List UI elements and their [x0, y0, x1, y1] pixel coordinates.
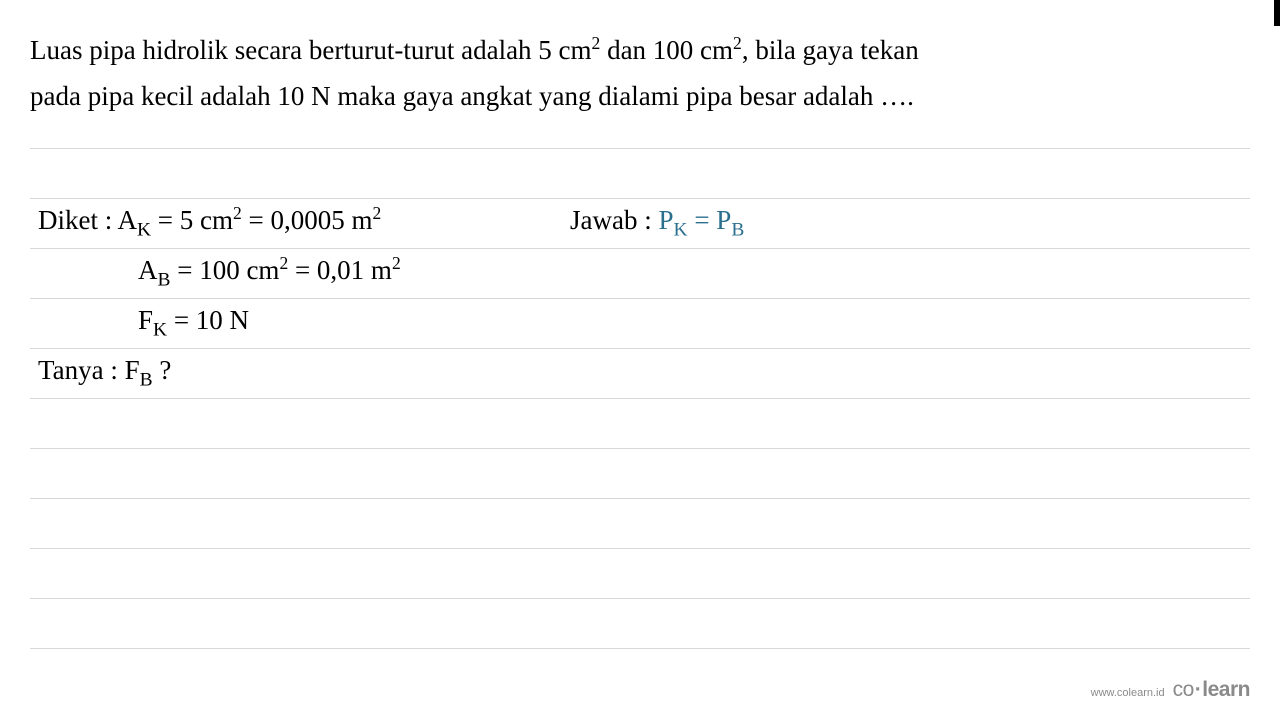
problem-sup1: 2 — [592, 33, 601, 53]
ab-sup2: 2 — [392, 253, 401, 273]
fk-sub: K — [153, 319, 167, 340]
pk-var: P — [658, 205, 673, 235]
problem-statement: Luas pipa hidrolik secara berturut-turut… — [30, 28, 1250, 120]
ruled-line — [30, 548, 1250, 598]
ruled-line — [30, 648, 1250, 698]
footer-url: www.colearn.id — [1091, 687, 1165, 699]
peq: = — [688, 205, 717, 235]
fb-q: ? — [153, 355, 172, 385]
ak-eq1: = 5 cm — [151, 205, 233, 235]
footer-branding: www.colearn.id co·learn — [1091, 678, 1250, 702]
fb-var: F — [125, 355, 140, 385]
diket-fk: FK = 10 N — [138, 305, 249, 336]
problem-line1-p1: Luas pipa hidrolik secara berturut-turut… — [30, 35, 592, 65]
ab-sub: B — [158, 269, 171, 290]
ruled-line: Tanya : FB ? — [30, 348, 1250, 398]
problem-line1-p3: , bila gaya tekan — [742, 35, 919, 65]
worksheet-lines: Diket : AK = 5 cm2 = 0,0005 m2 Jawab : P… — [30, 148, 1250, 698]
tanya-label: Tanya : — [38, 355, 125, 385]
ab-var: A — [138, 255, 158, 285]
page-content: Luas pipa hidrolik secara berturut-turut… — [0, 0, 1280, 698]
jawab-pk-pb: Jawab : PK = PB — [570, 205, 744, 236]
brand-learn: learn — [1202, 678, 1250, 701]
footer-brand: co·learn — [1173, 678, 1250, 702]
problem-line2: pada pipa kecil adalah 10 N maka gaya an… — [30, 81, 914, 111]
ak-var: A — [118, 205, 138, 235]
brand-co: co — [1173, 678, 1194, 701]
ruled-line: AB = 100 cm2 = 0,01 m2 — [30, 248, 1250, 298]
pb-var: P — [716, 205, 731, 235]
ab-sup1: 2 — [279, 253, 288, 273]
diket-ab: AB = 100 cm2 = 0,01 m2 — [138, 255, 401, 286]
brand-dot: · — [1195, 678, 1202, 701]
diket-ak: Diket : AK = 5 cm2 = 0,0005 m2 — [38, 205, 381, 236]
tanya-fb: Tanya : FB ? — [38, 355, 171, 386]
ak-sup1: 2 — [233, 203, 242, 223]
fb-sub: B — [140, 369, 153, 390]
ruled-line — [30, 498, 1250, 548]
ruled-line — [30, 448, 1250, 498]
problem-sup2: 2 — [733, 33, 742, 53]
ruled-line: Diket : AK = 5 cm2 = 0,0005 m2 Jawab : P… — [30, 198, 1250, 248]
fk-var: F — [138, 305, 153, 335]
ak-sub: K — [137, 219, 151, 240]
cursor-indicator — [1274, 0, 1280, 26]
ruled-line — [30, 398, 1250, 448]
ab-eq1: = 100 cm — [170, 255, 279, 285]
ab-eq2: = 0,01 m — [288, 255, 392, 285]
ruled-line: FK = 10 N — [30, 298, 1250, 348]
ruled-line — [30, 598, 1250, 648]
fk-eq: = 10 N — [167, 305, 249, 335]
diket-label: Diket : — [38, 205, 118, 235]
ak-sup2: 2 — [373, 203, 382, 223]
pk-sub: K — [674, 219, 688, 240]
ruled-line — [30, 148, 1250, 198]
jawab-label: Jawab : — [570, 205, 658, 235]
pb-sub: B — [731, 219, 744, 240]
problem-line1-p2: dan 100 cm — [600, 35, 733, 65]
ak-eq2: = 0,0005 m — [242, 205, 373, 235]
